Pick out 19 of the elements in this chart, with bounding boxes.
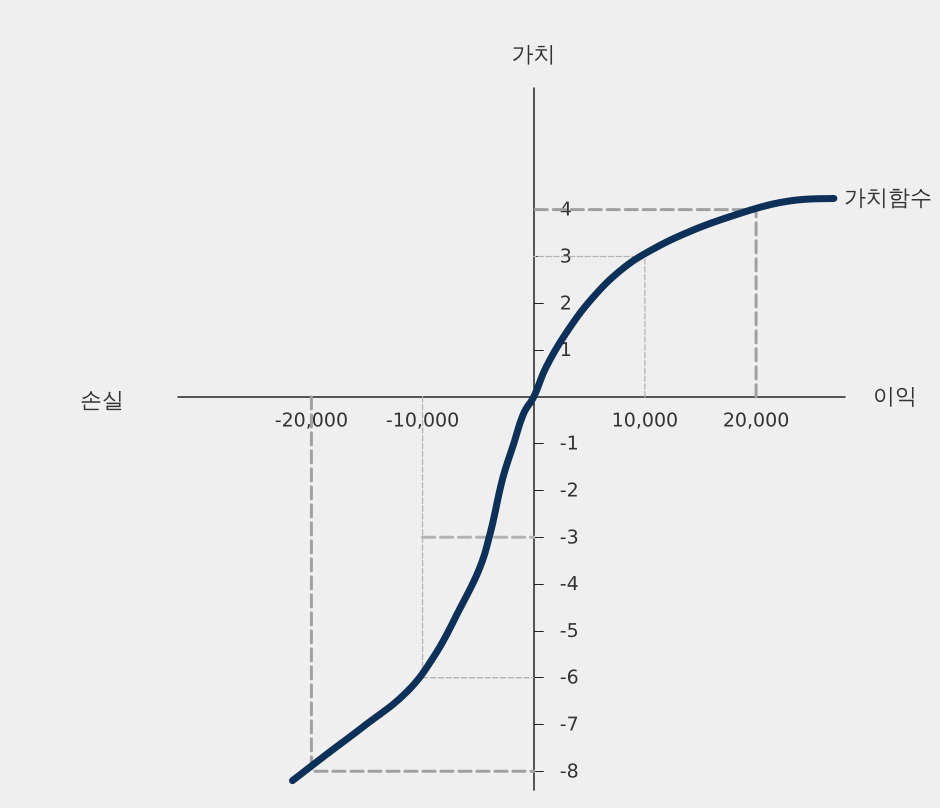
x-tick-label: -10,000 bbox=[386, 409, 460, 432]
y-tick-label: -5 bbox=[560, 620, 579, 642]
y-tick-label: -1 bbox=[560, 432, 579, 455]
x-tick-label: 20,000 bbox=[722, 409, 790, 432]
y-tick-label: 2 bbox=[560, 292, 572, 314]
y-tick-label: -6 bbox=[560, 666, 579, 689]
x-axis-title: 이익 bbox=[873, 384, 917, 410]
y-tick-label: 3 bbox=[560, 245, 572, 268]
text: 손실 bbox=[80, 388, 124, 414]
x-tick-label: 10,000 bbox=[612, 409, 678, 432]
y-tick-label: -2 bbox=[560, 479, 579, 502]
y-tick-label: -8 bbox=[560, 760, 579, 782]
series-label: 가치함수 bbox=[844, 186, 932, 211]
y-axis-title: 가치 bbox=[512, 42, 556, 68]
y-tick-label: -3 bbox=[560, 526, 579, 548]
y-tick-label: 1 bbox=[560, 339, 572, 362]
y-tick-label: -7 bbox=[560, 713, 579, 736]
y-tick-label: -4 bbox=[560, 573, 579, 596]
x-tick-label: -20,000 bbox=[274, 409, 348, 432]
